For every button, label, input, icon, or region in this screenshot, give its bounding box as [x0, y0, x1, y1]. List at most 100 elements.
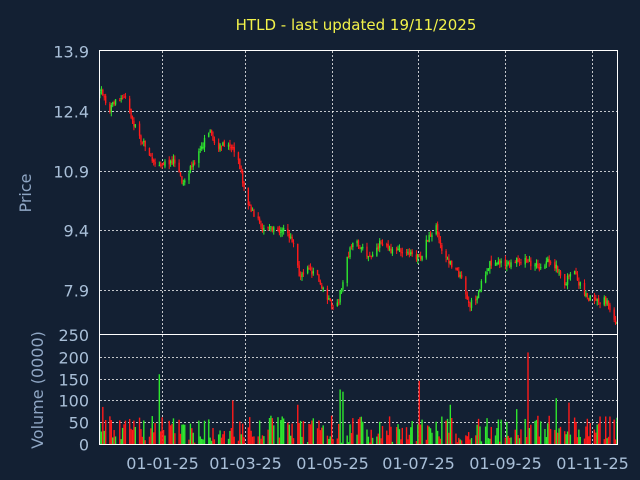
- volume-bar: [172, 418, 175, 444]
- volume-bar: [249, 417, 251, 444]
- volume-bar: [321, 427, 323, 444]
- candle-body: [352, 242, 354, 248]
- volume-bar: [516, 409, 518, 444]
- candle-body: [322, 287, 324, 290]
- volume-bar: [606, 438, 608, 444]
- candle-body: [188, 173, 190, 181]
- candle-body: [449, 260, 452, 264]
- candle-body: [148, 148, 151, 156]
- candle-body: [332, 307, 334, 309]
- candle-body: [544, 265, 546, 269]
- candle-body: [134, 124, 137, 127]
- candle-body: [209, 130, 211, 133]
- candle-body: [263, 227, 265, 231]
- candle-body: [243, 182, 245, 188]
- price-axis-label: Price: [16, 173, 35, 212]
- candle-body: [366, 246, 368, 257]
- candle-body: [309, 267, 312, 270]
- volume-bar: [309, 424, 312, 444]
- volume-bar: [229, 430, 231, 444]
- candle-body: [130, 108, 132, 118]
- candle-body: [140, 135, 142, 143]
- volume-bar: [607, 436, 610, 444]
- candle-body: [299, 275, 302, 277]
- volume-bar: [301, 436, 303, 444]
- candle-body: [328, 297, 330, 300]
- candle-body: [568, 275, 570, 277]
- candle-body: [508, 262, 511, 267]
- candle-body: [573, 271, 576, 275]
- volume-bars: [99, 352, 618, 444]
- candle-body: [411, 251, 413, 255]
- volume-bar: [377, 433, 379, 444]
- candle-body: [198, 151, 200, 163]
- candle-body: [261, 227, 264, 232]
- volume-bar: [114, 436, 117, 444]
- candle-body: [229, 143, 231, 147]
- volume-bar: [527, 352, 529, 444]
- volume-bar: [270, 415, 272, 444]
- volume-bar: [408, 434, 411, 444]
- volume-bar: [359, 417, 361, 444]
- candle-body: [131, 116, 134, 121]
- volume-bar: [202, 439, 204, 444]
- candle-body: [496, 263, 498, 265]
- date-tick-label: 01-05-25: [296, 454, 369, 473]
- volume-bar: [350, 433, 353, 444]
- volume-bar: [490, 426, 492, 444]
- candle-body: [576, 274, 579, 281]
- candle-body: [191, 166, 193, 168]
- candle-body: [114, 99, 117, 105]
- candle-body: [429, 234, 432, 237]
- candle-body: [367, 256, 370, 258]
- candle-body: [569, 273, 572, 277]
- volume-bar: [247, 427, 250, 444]
- volume-bar: [524, 418, 526, 444]
- volume-bar: [484, 426, 487, 444]
- candle-body: [160, 164, 162, 166]
- volume-bar: [110, 420, 113, 444]
- volume-bar: [198, 420, 200, 444]
- volume-bar: [356, 434, 358, 444]
- volume-bar: [104, 419, 107, 444]
- volume-bar: [148, 436, 151, 444]
- candle-body: [171, 159, 173, 165]
- candle-body: [179, 172, 182, 177]
- candle-body: [297, 243, 299, 266]
- candle-body: [465, 277, 467, 295]
- candle-body: [564, 273, 566, 286]
- price-tick-label: 9.4: [64, 222, 89, 241]
- volume-bar: [470, 438, 473, 444]
- volume-bar: [497, 419, 500, 444]
- volume-bar: [569, 434, 572, 444]
- volume-bar: [449, 404, 452, 444]
- candle-body: [589, 295, 591, 301]
- date-tick-label: 01-11-25: [556, 454, 629, 473]
- volume-bar: [178, 419, 180, 444]
- date-tick-label: 01-03-25: [209, 454, 282, 473]
- volume-bar: [109, 416, 111, 444]
- candle-body: [549, 262, 552, 264]
- volume-bar: [370, 429, 372, 444]
- candle-body: [395, 247, 398, 251]
- candle-body: [538, 267, 541, 270]
- volume-bar: [306, 442, 309, 444]
- volume-bar: [299, 420, 302, 444]
- candle-body: [311, 271, 313, 275]
- candle-body: [240, 170, 242, 172]
- volume-bar: [220, 437, 223, 444]
- candle-body: [150, 154, 152, 156]
- volume-bar: [456, 442, 459, 444]
- candle-body: [419, 255, 422, 259]
- volume-bar: [328, 438, 330, 444]
- volume-bar: [398, 429, 401, 444]
- candle-body: [222, 142, 224, 146]
- volume-bar: [349, 424, 351, 444]
- volume-bar: [395, 427, 398, 444]
- candle-body: [475, 299, 477, 301]
- volume-bar: [251, 436, 254, 444]
- candle-body: [241, 171, 244, 184]
- volume-bar: [386, 430, 388, 444]
- volume-bar: [140, 429, 142, 444]
- volume-bar: [357, 419, 360, 444]
